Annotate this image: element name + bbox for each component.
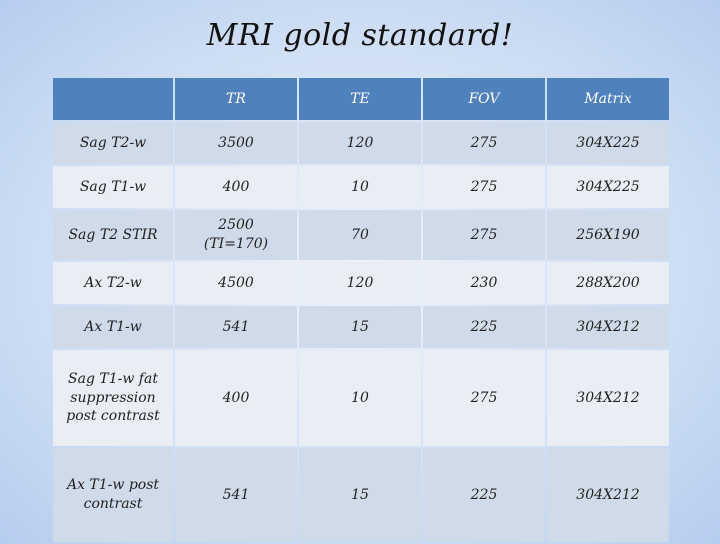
- row-label: Sag T2 STIR: [53, 210, 173, 260]
- row-label: Sag T1-w fat suppression post contrast: [53, 350, 173, 446]
- table-row: Ax T1-w post contrast 541 15 225 304X212: [53, 448, 669, 542]
- cell-fov: 275: [423, 350, 545, 446]
- cell-tr: 3500: [175, 122, 297, 164]
- table-row: Sag T2-w 3500 120 275 304X225: [53, 122, 669, 164]
- header-cell-matrix: Matrix: [547, 78, 669, 120]
- table-row: Sag T1-w 400 10 275 304X225: [53, 166, 669, 208]
- cell-matrix: 304X212: [547, 350, 669, 446]
- slide-title: MRI gold standard!: [206, 18, 514, 53]
- cell-fov: 275: [423, 210, 545, 260]
- cell-te: 15: [299, 306, 421, 348]
- cell-te: 70: [299, 210, 421, 260]
- cell-tr: 541: [175, 306, 297, 348]
- table-row: Sag T2 STIR 2500 (TI=170) 70 275 256X190: [53, 210, 669, 260]
- cell-matrix: 304X225: [547, 122, 669, 164]
- row-label: Sag T1-w: [53, 166, 173, 208]
- cell-fov: 225: [423, 448, 545, 542]
- cell-fov: 230: [423, 262, 545, 304]
- cell-tr: 2500 (TI=170): [175, 210, 297, 260]
- row-label: Sag T2-w: [53, 122, 173, 164]
- cell-te: 120: [299, 122, 421, 164]
- table-row: Sag T1-w fat suppression post contrast 4…: [53, 350, 669, 446]
- header-cell-blank: [53, 78, 173, 120]
- cell-te: 120: [299, 262, 421, 304]
- cell-matrix: 256X190: [547, 210, 669, 260]
- cell-te: 10: [299, 350, 421, 446]
- table-row: Ax T1-w 541 15 225 304X212: [53, 306, 669, 348]
- cell-fov: 225: [423, 306, 545, 348]
- cell-tr: 400: [175, 166, 297, 208]
- header-cell-te: TE: [299, 78, 421, 120]
- cell-tr: 4500: [175, 262, 297, 304]
- header-row: TR TE FOV Matrix: [53, 78, 669, 120]
- row-label: Ax T1-w post contrast: [53, 448, 173, 542]
- cell-matrix: 304X212: [547, 448, 669, 542]
- cell-matrix: 304X225: [547, 166, 669, 208]
- cell-matrix: 288X200: [547, 262, 669, 304]
- cell-fov: 275: [423, 122, 545, 164]
- header-cell-tr: TR: [175, 78, 297, 120]
- cell-fov: 275: [423, 166, 545, 208]
- row-label: Ax T2-w: [53, 262, 173, 304]
- cell-matrix: 304X212: [547, 306, 669, 348]
- cell-tr: 400: [175, 350, 297, 446]
- mri-parameters-table: TR TE FOV Matrix Sag T2-w 3500 120 275 3…: [51, 76, 671, 544]
- table-row: Ax T2-w 4500 120 230 288X200: [53, 262, 669, 304]
- row-label: Ax T1-w: [53, 306, 173, 348]
- cell-te: 10: [299, 166, 421, 208]
- header-cell-fov: FOV: [423, 78, 545, 120]
- cell-tr: 541: [175, 448, 297, 542]
- cell-te: 15: [299, 448, 421, 542]
